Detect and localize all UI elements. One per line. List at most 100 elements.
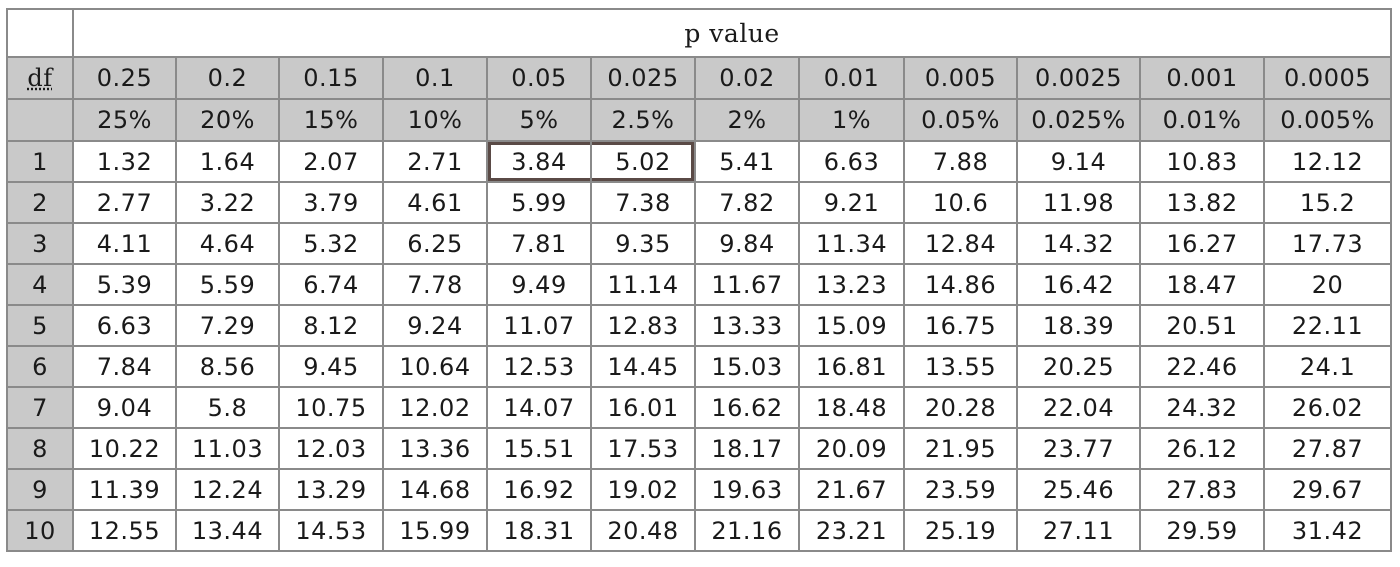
p-value-header-cell: 0.01 bbox=[800, 58, 905, 100]
critical-value-cell: 7.82 bbox=[696, 183, 800, 224]
critical-value-cell: 18.31 bbox=[488, 511, 592, 552]
critical-value-cell: 11.14 bbox=[592, 265, 696, 306]
critical-value-cell: 22.04 bbox=[1018, 388, 1141, 429]
critical-value-cell: 22.11 bbox=[1265, 306, 1393, 347]
critical-value-cell: 5.32 bbox=[280, 224, 384, 265]
critical-value-cell: 5.41 bbox=[696, 142, 800, 183]
df-header: df bbox=[8, 58, 74, 100]
p-value-header-cell: 0.1 bbox=[384, 58, 488, 100]
p-value-header-cell: 0.25 bbox=[74, 58, 177, 100]
table-body: p value df 0.25 0.2 0.15 0.1 0.05 0.025 0.02 0.0… bbox=[8, 10, 1393, 552]
critical-value-cell: 19.63 bbox=[696, 470, 800, 511]
critical-value-cell: 23.21 bbox=[800, 511, 905, 552]
critical-value-cell: 2.77 bbox=[74, 183, 177, 224]
critical-value-cell: 9.14 bbox=[1018, 142, 1141, 183]
critical-value-cell: 7.88 bbox=[905, 142, 1018, 183]
p-value-header-cell: 0.005 bbox=[905, 58, 1018, 100]
df-cell: 4 bbox=[8, 265, 74, 306]
critical-value-cell: 7.38 bbox=[592, 183, 696, 224]
df-cell: 2 bbox=[8, 183, 74, 224]
critical-value-cell: 11.67 bbox=[696, 265, 800, 306]
critical-value-cell: 14.53 bbox=[280, 511, 384, 552]
critical-value-cell: 12.03 bbox=[280, 429, 384, 470]
chi-square-table: p value df 0.25 0.2 0.15 0.1 0.05 0.025 0.02 0.0… bbox=[6, 8, 1393, 552]
table-row: 9 11.39 12.24 13.29 14.68 16.92 19.02 19.63 21.6… bbox=[8, 470, 1393, 511]
critical-value-cell: 11.07 bbox=[488, 306, 592, 347]
critical-value-cell: 14.86 bbox=[905, 265, 1018, 306]
p-value-header-row: df 0.25 0.2 0.15 0.1 0.05 0.025 0.02 0.01 0.005 0.… bbox=[8, 58, 1393, 100]
critical-value-cell: 20.51 bbox=[1141, 306, 1265, 347]
p-value-header-cell: 0.001 bbox=[1141, 58, 1265, 100]
critical-value-cell: 4.61 bbox=[384, 183, 488, 224]
critical-value-cell: 11.39 bbox=[74, 470, 177, 511]
critical-value-cell: 14.07 bbox=[488, 388, 592, 429]
percentage-header-cell: 10% bbox=[384, 100, 488, 142]
table-row: 10 12.55 13.44 14.53 15.99 18.31 20.48 21.16 23.… bbox=[8, 511, 1393, 552]
critical-value-cell: 13.82 bbox=[1141, 183, 1265, 224]
critical-value-cell: 26.02 bbox=[1265, 388, 1393, 429]
critical-value-cell: 16.01 bbox=[592, 388, 696, 429]
critical-value-cell: 7.84 bbox=[74, 347, 177, 388]
df-cell: 8 bbox=[8, 429, 74, 470]
critical-value-cell: 24.1 bbox=[1265, 347, 1393, 388]
p-value-title: p value bbox=[74, 10, 1393, 58]
df-cell: 5 bbox=[8, 306, 74, 347]
critical-value-cell: 13.44 bbox=[177, 511, 280, 552]
critical-value-cell: 27.11 bbox=[1018, 511, 1141, 552]
critical-value-cell: 13.23 bbox=[800, 265, 905, 306]
critical-value-cell: 8.12 bbox=[280, 306, 384, 347]
critical-value-cell: 14.68 bbox=[384, 470, 488, 511]
critical-value-cell: 31.42 bbox=[1265, 511, 1393, 552]
critical-value-cell: 20.09 bbox=[800, 429, 905, 470]
table-row: 2 2.77 3.22 3.79 4.61 5.99 7.38 7.82 9.21 10.6 11.… bbox=[8, 183, 1393, 224]
critical-value-cell: 15.2 bbox=[1265, 183, 1393, 224]
critical-value-cell: 6.63 bbox=[74, 306, 177, 347]
p-value-header-cell: 0.0025 bbox=[1018, 58, 1141, 100]
critical-value-cell: 5.59 bbox=[177, 265, 280, 306]
critical-value-cell: 20 bbox=[1265, 265, 1393, 306]
percentage-header-cell: 0.01% bbox=[1141, 100, 1265, 142]
critical-value-cell: 9.35 bbox=[592, 224, 696, 265]
critical-value-cell: 21.95 bbox=[905, 429, 1018, 470]
critical-value-cell: 17.73 bbox=[1265, 224, 1393, 265]
critical-value-cell: 20.25 bbox=[1018, 347, 1141, 388]
critical-value-cell: 7.29 bbox=[177, 306, 280, 347]
critical-value-cell: 15.99 bbox=[384, 511, 488, 552]
critical-value-cell: 4.11 bbox=[74, 224, 177, 265]
critical-value-cell: 18.47 bbox=[1141, 265, 1265, 306]
p-value-header-cell: 0.05 bbox=[488, 58, 592, 100]
critical-value-cell: 3.79 bbox=[280, 183, 384, 224]
critical-value-cell: 16.42 bbox=[1018, 265, 1141, 306]
critical-value-cell: 14.45 bbox=[592, 347, 696, 388]
percentage-header-cell: 15% bbox=[280, 100, 384, 142]
critical-value-cell: 29.67 bbox=[1265, 470, 1393, 511]
critical-value-cell: 17.53 bbox=[592, 429, 696, 470]
critical-value-cell: 6.25 bbox=[384, 224, 488, 265]
table-row: 8 10.22 11.03 12.03 13.36 15.51 17.53 18.17 20.0… bbox=[8, 429, 1393, 470]
critical-value-cell: 10.6 bbox=[905, 183, 1018, 224]
critical-value-cell: 16.75 bbox=[905, 306, 1018, 347]
critical-value-cell: 16.92 bbox=[488, 470, 592, 511]
critical-value-cell: 11.03 bbox=[177, 429, 280, 470]
critical-value-cell: 12.83 bbox=[592, 306, 696, 347]
critical-value-cell: 19.02 bbox=[592, 470, 696, 511]
critical-value-cell: 1.64 bbox=[177, 142, 280, 183]
percentage-header-row: 25% 20% 15% 10% 5% 2.5% 2% 1% 0.05% 0.025% 0.01% 0.… bbox=[8, 100, 1393, 142]
critical-value-cell: 9.84 bbox=[696, 224, 800, 265]
critical-value-cell: 12.53 bbox=[488, 347, 592, 388]
df-cell: 7 bbox=[8, 388, 74, 429]
df-cell: 3 bbox=[8, 224, 74, 265]
critical-value-cell: 10.75 bbox=[280, 388, 384, 429]
p-value-header-cell: 0.025 bbox=[592, 58, 696, 100]
percentage-header-cell: 2% bbox=[696, 100, 800, 142]
p-value-header-cell: 0.02 bbox=[696, 58, 800, 100]
corner-cell bbox=[8, 10, 74, 58]
df-cell: 10 bbox=[8, 511, 74, 552]
highlighted-value-cell: 5.02 bbox=[592, 142, 696, 183]
critical-value-cell: 10.64 bbox=[384, 347, 488, 388]
critical-value-cell: 12.12 bbox=[1265, 142, 1393, 183]
critical-value-cell: 27.87 bbox=[1265, 429, 1393, 470]
critical-value-cell: 3.22 bbox=[177, 183, 280, 224]
critical-value-cell: 9.21 bbox=[800, 183, 905, 224]
critical-value-cell: 21.67 bbox=[800, 470, 905, 511]
